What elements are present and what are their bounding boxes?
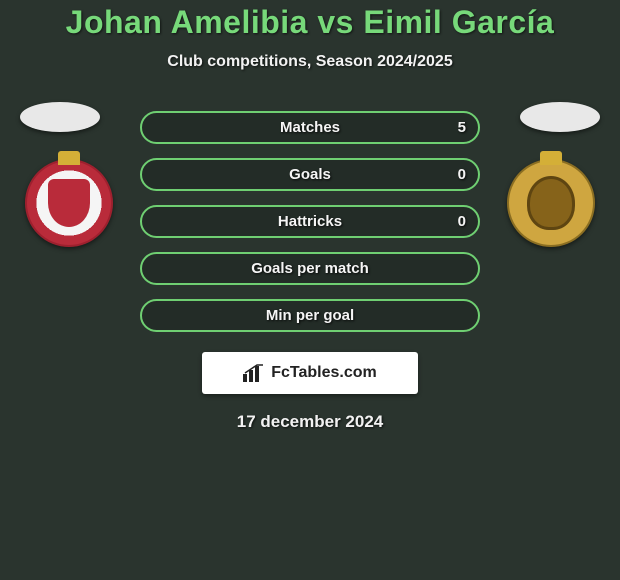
stat-row-goals: Goals 0	[140, 158, 480, 191]
stat-rows: Matches 5 Goals 0 Hattricks 0 Goals per …	[140, 111, 480, 332]
player-avatar-left	[20, 102, 100, 132]
stat-label: Matches	[280, 119, 340, 136]
date-label: 17 december 2024	[0, 412, 620, 432]
stat-row-matches: Matches 5	[140, 111, 480, 144]
brand-badge: FcTables.com	[202, 352, 418, 394]
bar-chart-icon	[243, 364, 265, 382]
subtitle: Club competitions, Season 2024/2025	[0, 53, 620, 71]
stat-right-value: 0	[458, 213, 466, 230]
club-badge-left	[25, 159, 113, 247]
stat-label: Goals per match	[251, 260, 369, 277]
stat-right-value: 5	[458, 119, 466, 136]
stat-right-value: 0	[458, 166, 466, 183]
club-badge-right-shield	[527, 176, 575, 230]
club-badge-right	[507, 159, 595, 247]
stat-label: Goals	[289, 166, 331, 183]
stat-row-min-per-goal: Min per goal	[140, 299, 480, 332]
stat-row-goals-per-match: Goals per match	[140, 252, 480, 285]
stat-label: Min per goal	[266, 307, 354, 324]
stat-label: Hattricks	[278, 213, 342, 230]
stat-row-hattricks: Hattricks 0	[140, 205, 480, 238]
club-badge-left-shield	[48, 179, 90, 227]
brand-text: FcTables.com	[271, 364, 377, 382]
stats-section: Matches 5 Goals 0 Hattricks 0 Goals per …	[0, 111, 620, 432]
player-avatar-right	[520, 102, 600, 132]
infographic-container: Johan Amelibia vs Eimil García Club comp…	[0, 0, 620, 432]
page-title: Johan Amelibia vs Eimil García	[0, 4, 620, 41]
